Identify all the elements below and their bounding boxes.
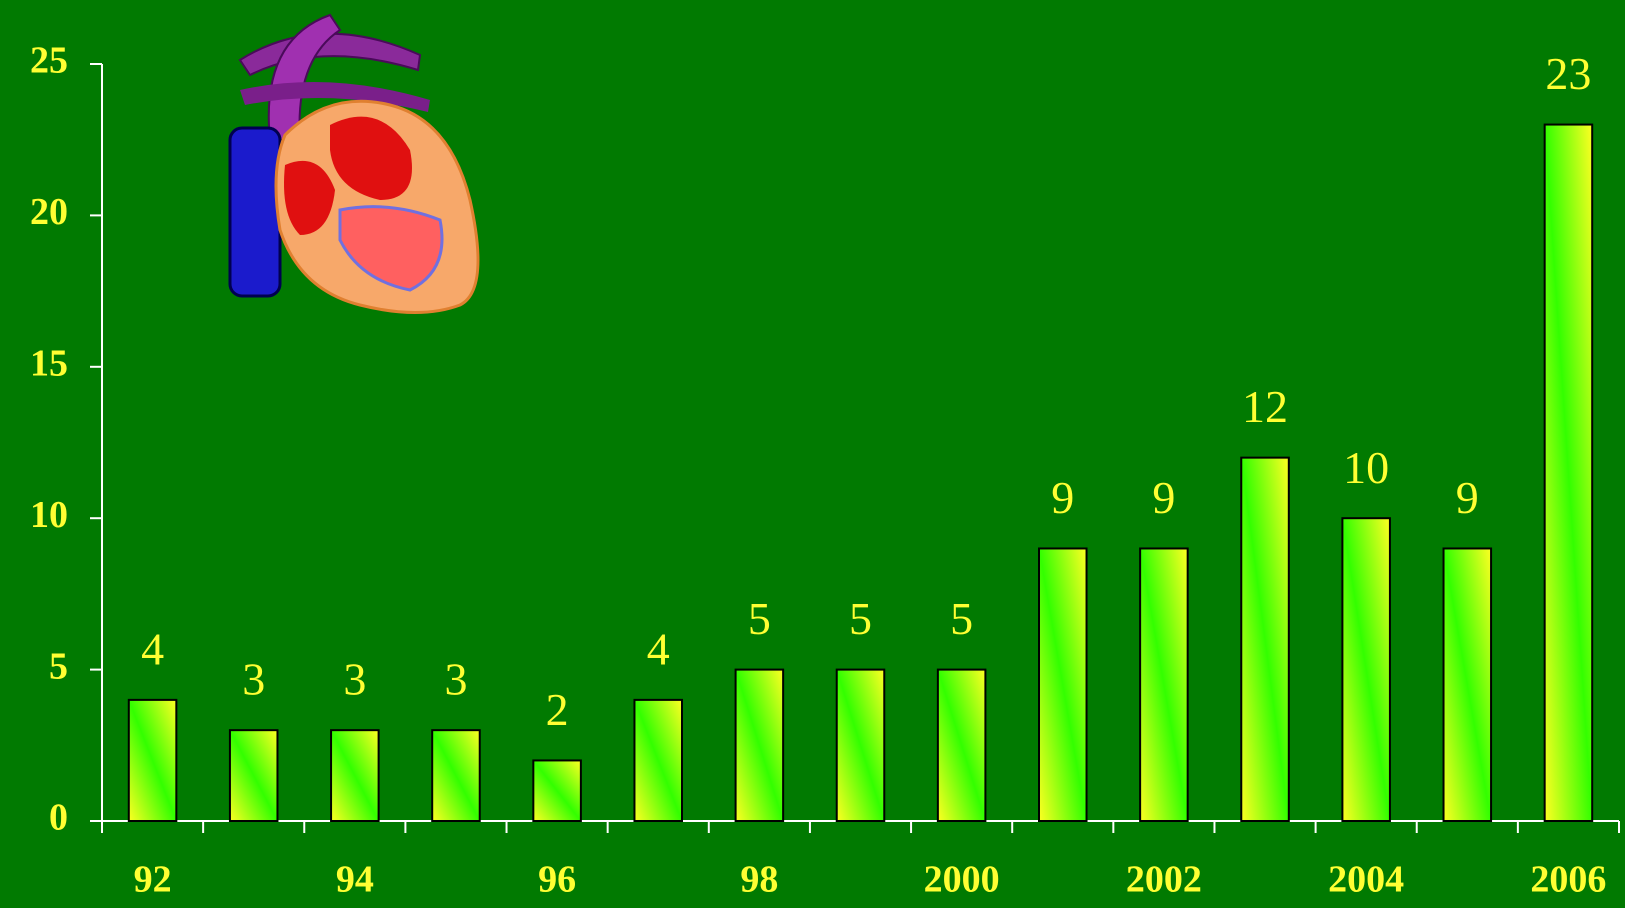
value-label: 5 xyxy=(849,593,872,644)
bar xyxy=(1545,125,1593,821)
y-tick-label: 15 xyxy=(30,343,68,385)
value-label: 3 xyxy=(444,654,467,705)
y-tick-label: 0 xyxy=(49,797,68,839)
bar xyxy=(1444,548,1492,821)
value-label: 5 xyxy=(950,593,973,644)
bar xyxy=(331,730,379,821)
x-tick-label: 2004 xyxy=(1328,859,1404,901)
value-label: 23 xyxy=(1545,48,1591,99)
value-label: 3 xyxy=(242,654,265,705)
value-label: 5 xyxy=(748,593,771,644)
bar xyxy=(1241,458,1289,821)
x-tick-label: 2000 xyxy=(924,859,1000,901)
value-label: 10 xyxy=(1343,442,1389,493)
bar xyxy=(1342,518,1390,821)
x-tick-label: 2002 xyxy=(1126,859,1202,901)
x-tick-label: 2006 xyxy=(1530,859,1606,901)
y-tick-label: 5 xyxy=(49,645,68,687)
page: {"chart_data": {"type": "bar", "categori… xyxy=(0,0,1625,908)
chart: 0 5 10 15 20 25 92 4 3 94 3 3 96 2 4 98 5 5 2000 5 9 2002 9 12 2… xyxy=(0,0,1625,908)
value-label: 3 xyxy=(343,654,366,705)
value-label: 4 xyxy=(141,623,164,674)
y-tick-label: 10 xyxy=(30,494,68,536)
x-tick-label: 94 xyxy=(336,859,374,901)
bar xyxy=(1140,548,1188,821)
bar xyxy=(634,700,682,821)
bar xyxy=(230,730,278,821)
value-label: 9 xyxy=(1456,472,1479,523)
value-label: 4 xyxy=(647,623,670,674)
x-tick-label: 98 xyxy=(740,859,778,901)
bar xyxy=(938,670,986,821)
bar xyxy=(432,730,480,821)
value-label: 9 xyxy=(1051,472,1074,523)
x-tick-label: 96 xyxy=(538,859,576,901)
bar xyxy=(736,670,784,821)
value-label: 12 xyxy=(1242,381,1288,432)
x-tick-label: 92 xyxy=(134,859,172,901)
bar xyxy=(129,700,177,821)
bar xyxy=(533,760,581,821)
bar xyxy=(837,670,885,821)
value-label: 9 xyxy=(1152,472,1175,523)
bar xyxy=(1039,548,1087,821)
y-tick-label: 20 xyxy=(30,191,68,233)
y-tick-label: 25 xyxy=(30,40,68,82)
value-label: 2 xyxy=(546,684,569,735)
